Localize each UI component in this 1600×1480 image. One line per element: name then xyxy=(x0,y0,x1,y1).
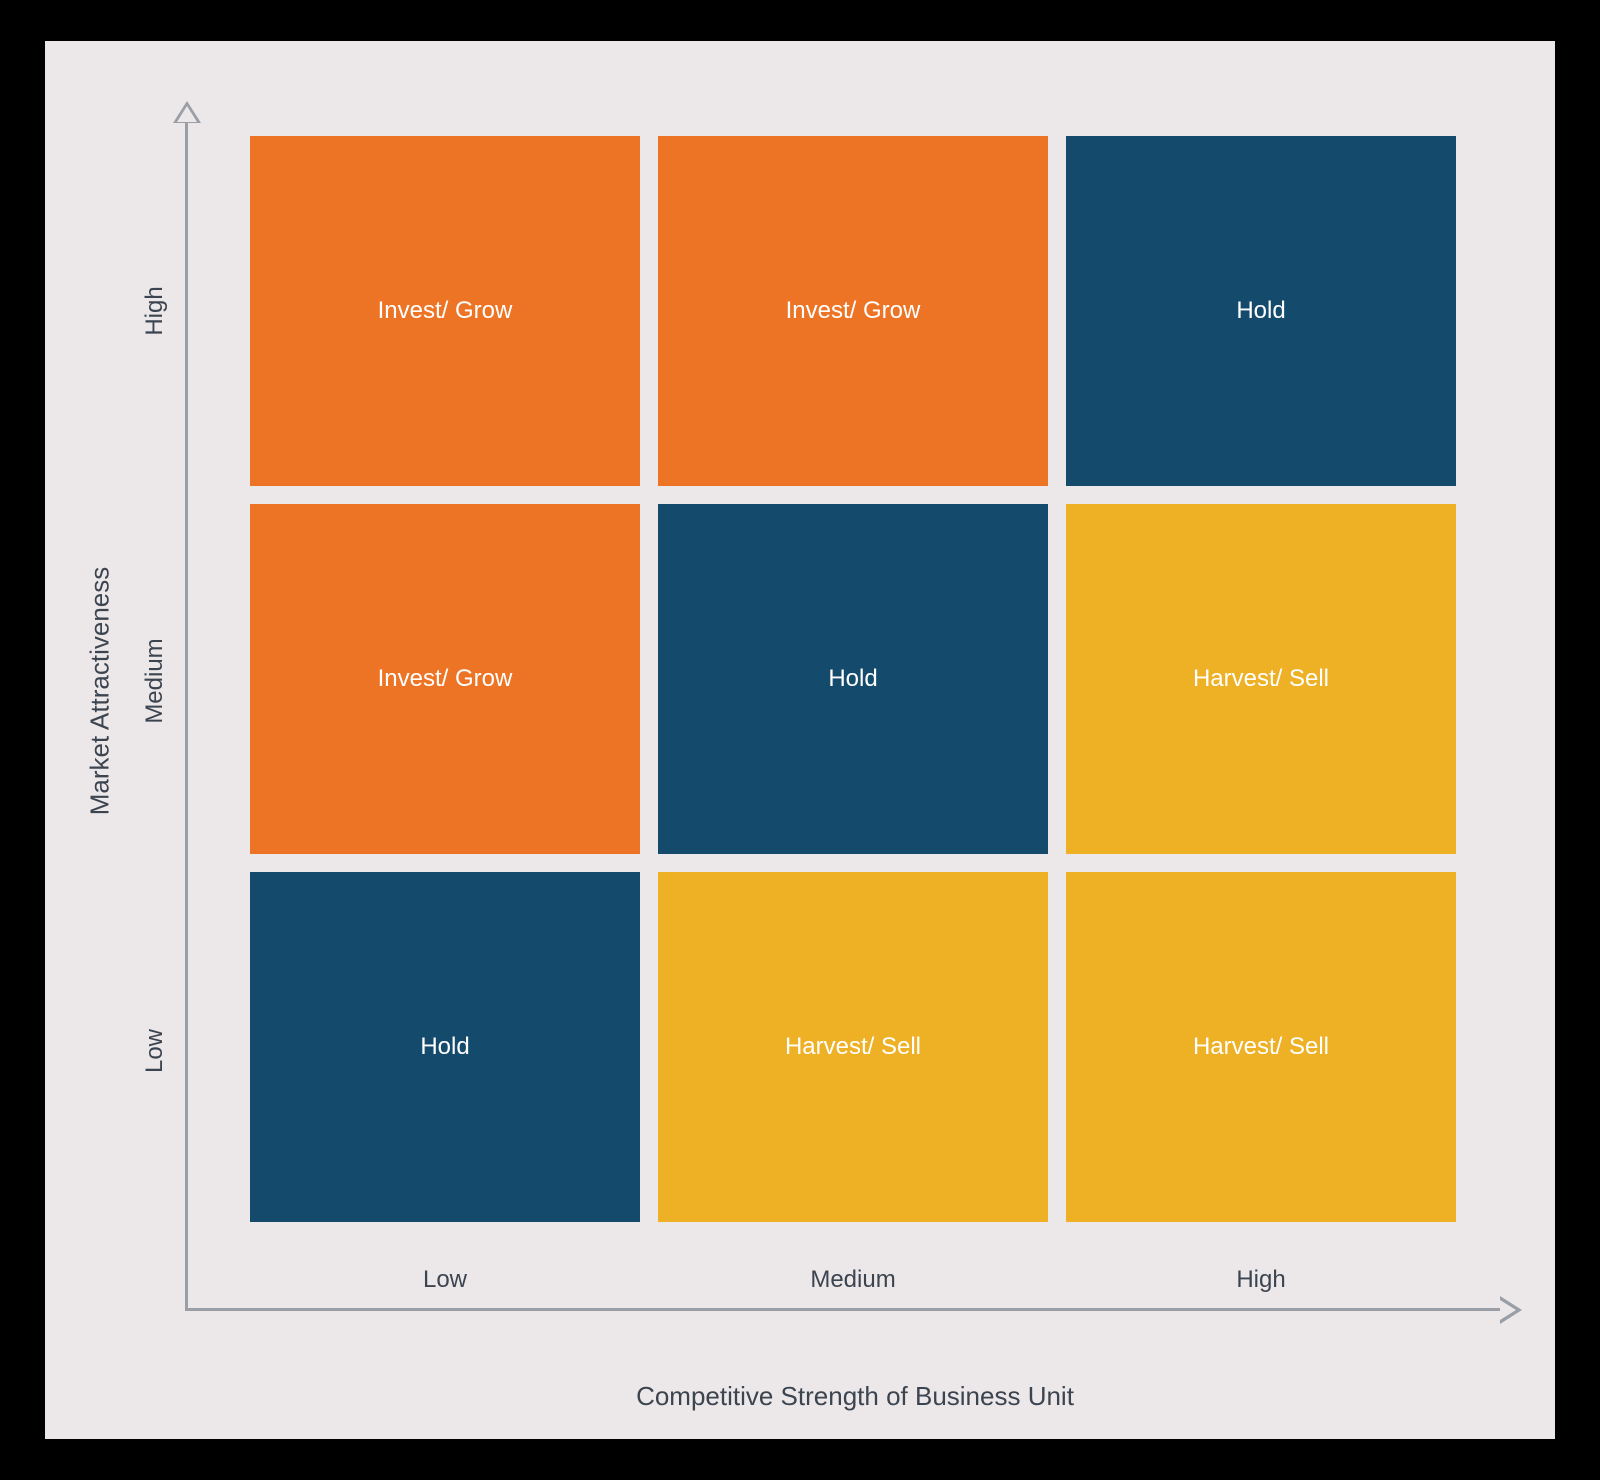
cell-1-2: Harvest/ Sell xyxy=(1066,504,1456,854)
x-tick-medium: Medium xyxy=(810,1266,895,1294)
cell-2-0: Hold xyxy=(250,872,640,1222)
matrix-canvas: Market Attractiveness Competitive Streng… xyxy=(45,41,1555,1439)
cell-2-1: Harvest/ Sell xyxy=(658,872,1048,1222)
cell-0-1: Invest/ Grow xyxy=(658,136,1048,486)
y-axis-arrow-icon xyxy=(173,101,201,123)
x-axis-arrow-icon xyxy=(1500,1296,1522,1324)
y-tick-low: Low xyxy=(141,1029,169,1073)
y-tick-high: High xyxy=(141,286,169,335)
x-tick-low: Low xyxy=(423,1266,467,1294)
x-axis-title: Competitive Strength of Business Unit xyxy=(636,1381,1074,1412)
y-axis-title: Market Attractiveness xyxy=(85,567,116,816)
cell-1-1: Hold xyxy=(658,504,1048,854)
x-tick-high: High xyxy=(1236,1266,1285,1294)
cell-0-2: Hold xyxy=(1066,136,1456,486)
cell-1-0: Invest/ Grow xyxy=(250,504,640,854)
cell-0-0: Invest/ Grow xyxy=(250,136,640,486)
matrix-grid: Invest/ Grow Invest/ Grow Hold Invest/ G… xyxy=(250,136,1456,1222)
x-axis-line xyxy=(185,1308,1505,1311)
y-tick-medium: Medium xyxy=(141,638,169,723)
y-axis-line xyxy=(185,111,188,1311)
cell-2-2: Harvest/ Sell xyxy=(1066,872,1456,1222)
